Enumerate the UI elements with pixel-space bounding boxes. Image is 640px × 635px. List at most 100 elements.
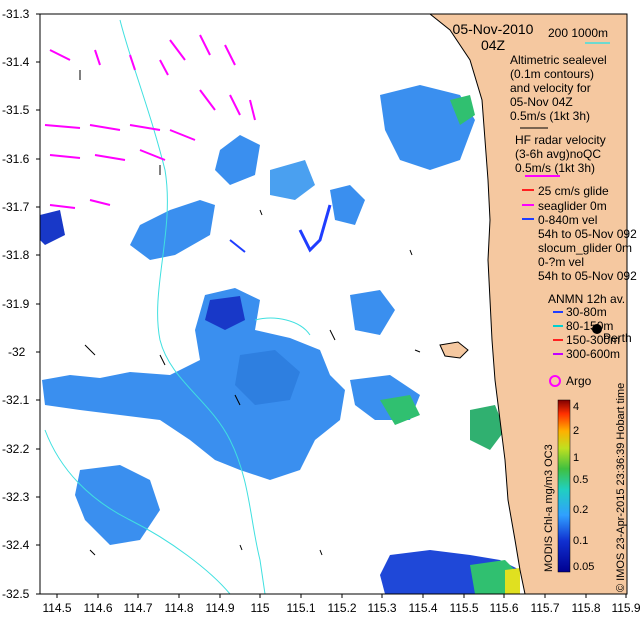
svg-text:HF radar velocity: HF radar velocity (515, 133, 606, 147)
x-tick: 114.5 (42, 594, 72, 615)
svg-text:25 cm/s glide: 25 cm/s glide (538, 184, 609, 198)
chl-patch-bottom-yellow (505, 568, 520, 594)
svg-text:0.05: 0.05 (573, 561, 594, 573)
x-tick: 114.6 (83, 594, 113, 615)
chl-patch-shore (470, 405, 505, 450)
svg-text:-32.3: -32.3 (2, 490, 30, 504)
glider-vector (229, 239, 246, 253)
argo-label: Argo (566, 374, 592, 388)
x-tick: 114.7 (123, 594, 153, 615)
anmn-item: 30-80m (553, 305, 607, 319)
svg-text:300-600m: 300-600m (566, 347, 620, 361)
hf-radar-vectors (44, 34, 256, 209)
x-tick: 114.9 (205, 594, 235, 615)
svg-text:114.9: 114.9 (205, 601, 234, 615)
svg-text:1: 1 (573, 452, 579, 464)
argo-icon (549, 375, 561, 387)
svg-text:0.5: 0.5 (573, 474, 588, 486)
chl-patch-central-core (235, 350, 300, 405)
x-tick: 115 (250, 594, 270, 615)
x-tick: 115.8 (571, 594, 601, 615)
svg-text:115.9: 115.9 (611, 601, 640, 615)
svg-text:114.5: 114.5 (42, 601, 71, 615)
glider-track (298, 204, 332, 253)
svg-text:114.6: 114.6 (83, 601, 112, 615)
svg-text:-31.8: -31.8 (2, 248, 30, 262)
chl-patch-right3 (350, 290, 395, 335)
glider-legend: 25 cm/s glide seaglider 0m 0-840m vel 54… (522, 184, 637, 283)
land-mass (428, 13, 628, 595)
y-tick: -32.2 (2, 442, 40, 456)
altimetry-vectors (79, 70, 421, 556)
svg-text:-32.1: -32.1 (2, 393, 30, 407)
svg-text:114.7: 114.7 (123, 601, 152, 615)
y-tick: -31.8 (2, 248, 40, 262)
chl-patch-right-green (450, 95, 475, 125)
svg-text:115: 115 (250, 601, 269, 615)
y-tick: -32.1 (2, 393, 40, 407)
svg-text:114.8: 114.8 (164, 601, 193, 615)
chl-patch-central (42, 288, 345, 480)
svg-text:-31.7: -31.7 (2, 200, 30, 214)
svg-text:slocum_glider 0m: slocum_glider 0m (538, 241, 632, 255)
svg-text:0.2: 0.2 (573, 504, 588, 516)
svg-text:0.1: 0.1 (573, 535, 588, 547)
svg-text:(3-6h avg)noQC: (3-6h avg)noQC (515, 147, 601, 161)
svg-text:-32.4: -32.4 (2, 538, 30, 552)
x-tick: 115.3 (367, 594, 397, 615)
credit-label: © IMOS 23-Apr-2015 23:36:39 Hobart time (615, 383, 627, 592)
y-tick: -31.9 (2, 297, 40, 311)
svg-text:05-Nov 04Z: 05-Nov 04Z (510, 95, 573, 109)
x-tick: 115.6 (489, 594, 519, 615)
perth-marker-icon (592, 324, 602, 334)
svg-text:115.8: 115.8 (571, 601, 600, 615)
isobath-lines (44, 19, 311, 595)
x-tick: 115.7 (530, 594, 560, 615)
island (439, 341, 469, 359)
y-tick: -32.5 (2, 587, 40, 601)
y-tick: -32 (8, 345, 40, 359)
svg-text:0.5m/s (1kt 3h): 0.5m/s (1kt 3h) (510, 109, 590, 123)
svg-text:54h to 05-Nov 092: 54h to 05-Nov 092 (538, 269, 637, 283)
svg-text:seaglider 0m: seaglider 0m (538, 199, 607, 213)
svg-text:115.4: 115.4 (408, 601, 437, 615)
svg-text:115.5: 115.5 (449, 601, 478, 615)
anmn-item: 150-300m (553, 333, 620, 347)
chl-patch-left2 (40, 210, 65, 245)
svg-text:115.7: 115.7 (530, 601, 559, 615)
svg-text:0-840m vel: 0-840m vel (538, 213, 597, 227)
y-tick: -31.6 (2, 152, 40, 166)
svg-text:150-300m: 150-300m (566, 333, 620, 347)
y-tick: -31.4 (2, 55, 40, 69)
chl-patch-right-green2 (380, 395, 420, 425)
svg-text:115.2: 115.2 (327, 601, 356, 615)
x-tick: 115.1 (286, 594, 316, 615)
anmn-item: 300-600m (553, 347, 620, 361)
y-tick: -32.4 (2, 538, 40, 552)
anmn-legend: ANMN 12h av. 30-80m 80-150m 150-300m 300… (548, 292, 625, 361)
svg-text:-31.3: -31.3 (2, 7, 30, 21)
x-tick: 115.4 (408, 594, 438, 615)
svg-text:-31.5: -31.5 (2, 103, 30, 117)
y-axis: -31.3 -31.4 -31.5 -31.6 -31.7 -31.8 -31.… (2, 7, 40, 601)
x-tick: 115.5 (449, 594, 479, 615)
chl-patch-upper2 (215, 135, 260, 185)
isobath-inner (254, 317, 311, 336)
svg-text:-31.9: -31.9 (2, 297, 30, 311)
svg-text:0-?m vel: 0-?m vel (538, 255, 584, 269)
y-tick: -31.5 (2, 103, 40, 117)
colorbar (557, 399, 571, 573)
svg-text:2: 2 (573, 425, 579, 437)
time-label: 04Z (481, 37, 506, 53)
svg-text:-32.2: -32.2 (2, 442, 30, 456)
svg-text:ANMN 12h av.: ANMN 12h av. (548, 292, 625, 306)
chl-patch-upper (130, 200, 215, 260)
chl-patch-upper3 (270, 160, 315, 200)
city-label: Perth (603, 331, 632, 345)
chl-patch-central-dark (205, 296, 245, 330)
svg-text:4: 4 (573, 401, 579, 413)
altimetry-legend: Altimetric sealevel (0.1m contours) and … (510, 53, 607, 129)
y-tick: -32.3 (2, 490, 40, 504)
